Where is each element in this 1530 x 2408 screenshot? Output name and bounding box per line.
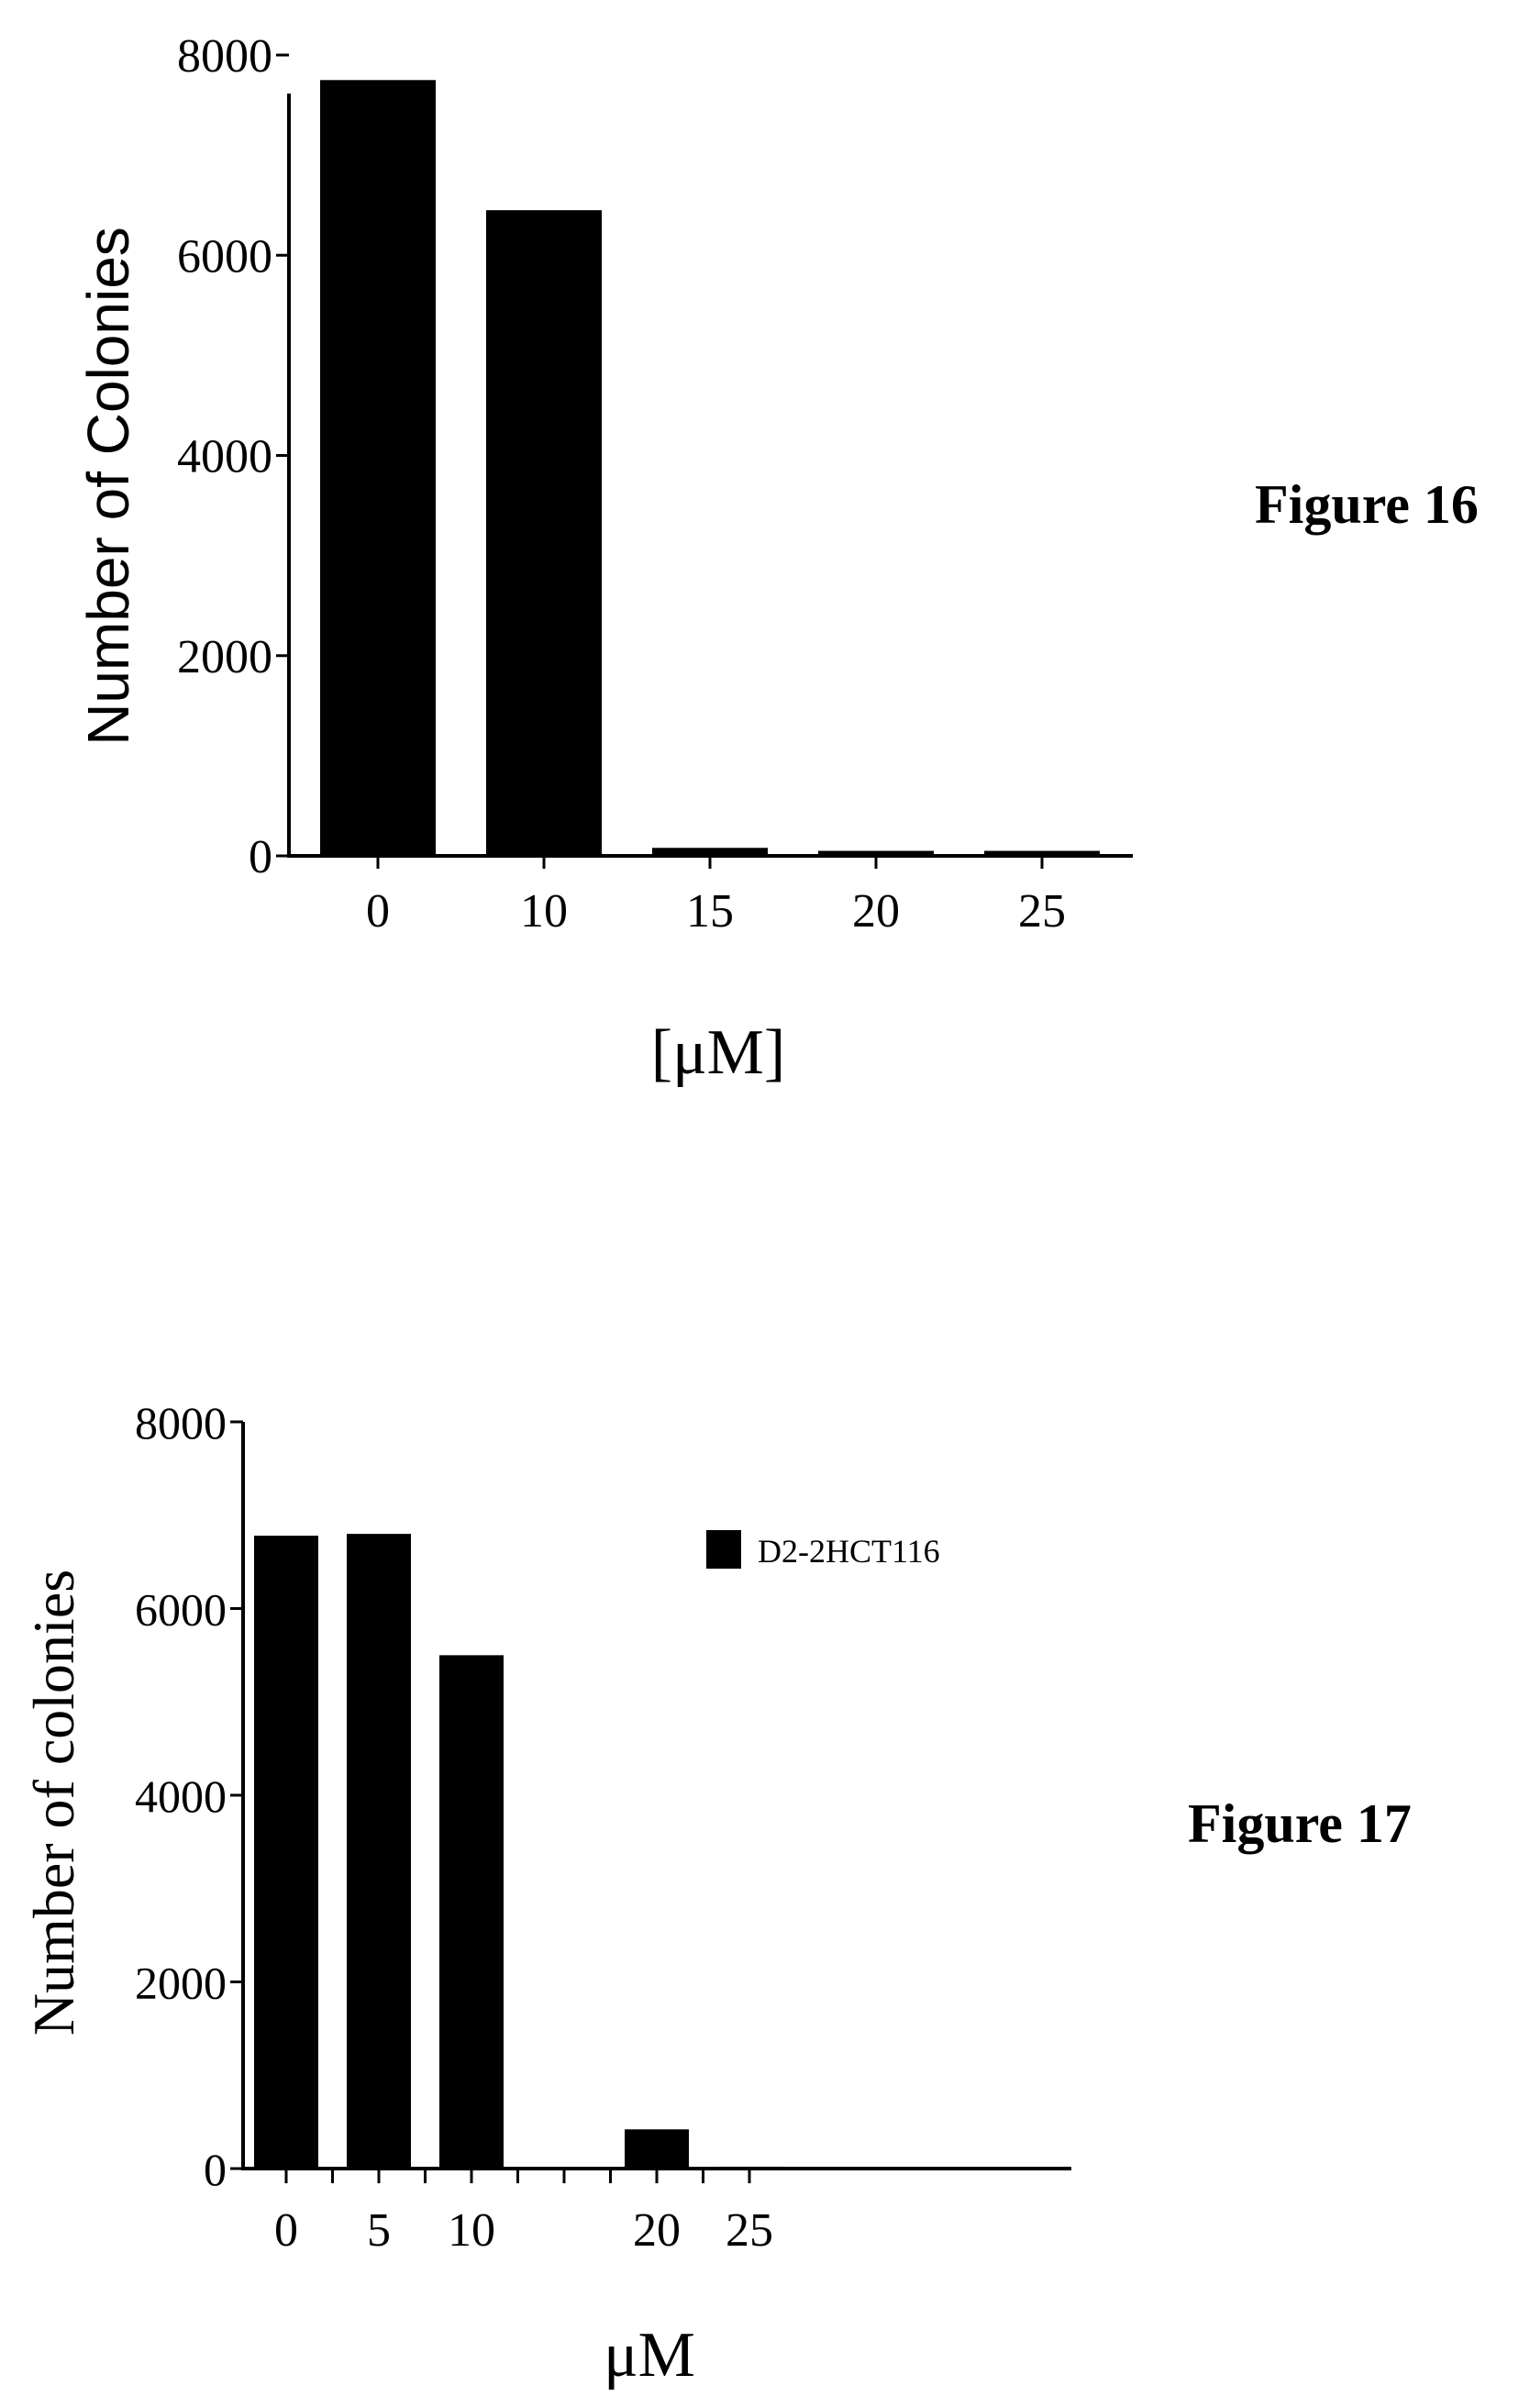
x-axis-label: [μM] (651, 1017, 785, 1088)
chart-figure-17: 0 2000 4000 6000 8000 0 5 10 20 25 Number of col… (21, 1397, 1412, 2391)
bar-0 (320, 80, 436, 856)
bar-5 (347, 1534, 411, 2169)
x-axis-label: μM (604, 2320, 695, 2391)
x-tick-label: 25 (726, 2204, 773, 2257)
x-tick-label: 0 (366, 885, 390, 938)
legend-label: D2-2HCT116 (758, 1533, 940, 1570)
y-tick-label: 6000 (177, 230, 272, 283)
y-tick-label: 6000 (135, 1584, 227, 1636)
bar-10 (486, 210, 602, 856)
x-tick-label: 20 (852, 885, 900, 938)
y-tick-label: 4000 (135, 1770, 227, 1822)
x-tick-label: 25 (1018, 885, 1066, 938)
figure-caption: Figure 16 (1255, 474, 1479, 535)
y-tick-label: 0 (204, 2144, 227, 2195)
y-tick-label: 2000 (135, 1958, 227, 2009)
x-tick-label: 10 (520, 885, 568, 938)
y-axis-label: Number of colonies (21, 1570, 86, 2036)
y-tick-label: 8000 (177, 30, 272, 83)
x-tick-label: 0 (274, 2204, 298, 2257)
y-tick-label: 0 (249, 831, 272, 883)
chart-figure-16: 0 2000 4000 6000 8000 0 10 15 20 25 Number of Co… (75, 30, 1479, 1088)
x-tick-label: 10 (448, 2204, 495, 2257)
bar-20 (625, 2129, 689, 2169)
x-tick-label: 5 (367, 2204, 391, 2257)
bar-0 (254, 1536, 318, 2169)
legend-swatch (706, 1530, 741, 1569)
y-tick-label: 4000 (177, 431, 272, 483)
y-axis-label: Number of Colonies (75, 227, 141, 746)
y-tick-label: 2000 (177, 631, 272, 683)
x-tick-label: 20 (633, 2204, 681, 2257)
x-tick-label: 15 (686, 885, 734, 938)
y-tick-label: 8000 (135, 1397, 227, 1448)
figure-caption: Figure 17 (1188, 1793, 1412, 1854)
bar-10 (439, 1655, 504, 2169)
